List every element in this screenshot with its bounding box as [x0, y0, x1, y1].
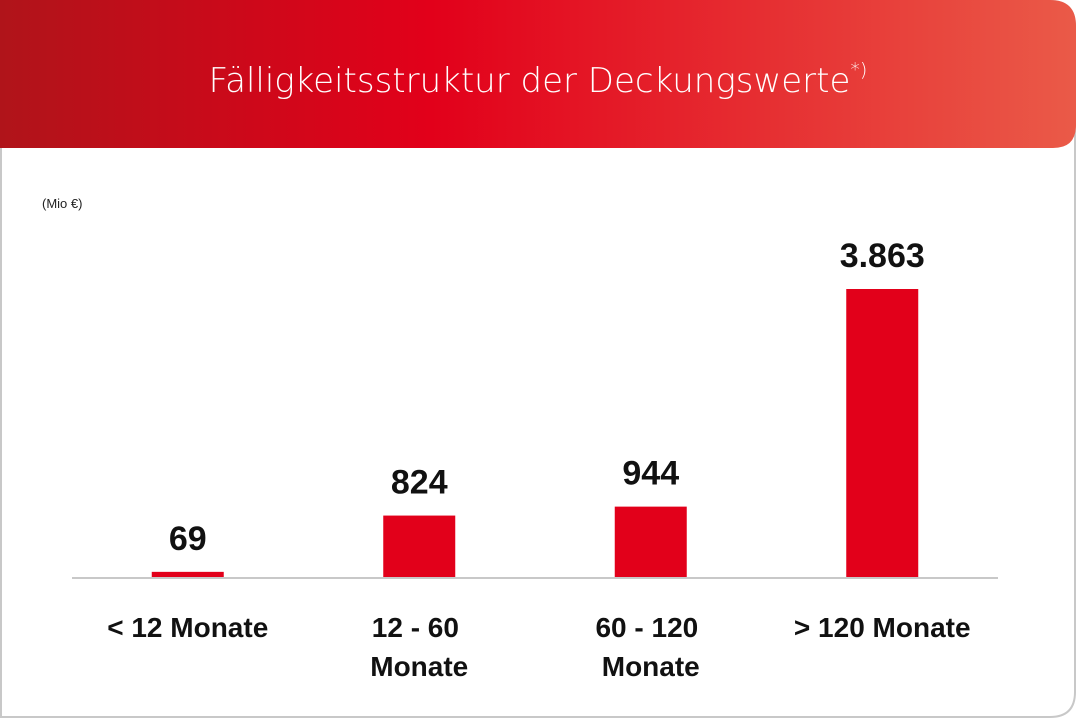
value-label: 824 — [391, 464, 448, 502]
bar — [151, 571, 224, 577]
label-line: Monate — [602, 651, 700, 682]
value-label: 69 — [169, 520, 207, 558]
x-tick-label: 12 - 60 Monate — [370, 612, 468, 682]
bar — [383, 515, 456, 577]
label-line: 60 - 120 — [595, 612, 706, 643]
label-line: Monate — [370, 651, 468, 682]
header — [0, 0, 1076, 148]
x-tick-label: > 120 Monate — [794, 612, 971, 643]
label-line: 12 - 60 — [372, 612, 467, 643]
bar — [846, 289, 919, 577]
chart-title-group: Fälligkeitsstruktur der Deckungswerte*) — [209, 59, 868, 101]
unit-label: (Mio €) — [42, 196, 82, 211]
bar — [614, 506, 687, 577]
value-label: 944 — [622, 455, 679, 493]
x-tick-label: < 12 Monate — [107, 612, 268, 643]
title-note: *) — [850, 59, 867, 81]
value-label: 3.863 — [840, 237, 925, 275]
x-tick-label: 60 - 120 Monate — [595, 612, 706, 682]
chart-title: Fälligkeitsstruktur der Deckungswerte — [209, 61, 851, 101]
